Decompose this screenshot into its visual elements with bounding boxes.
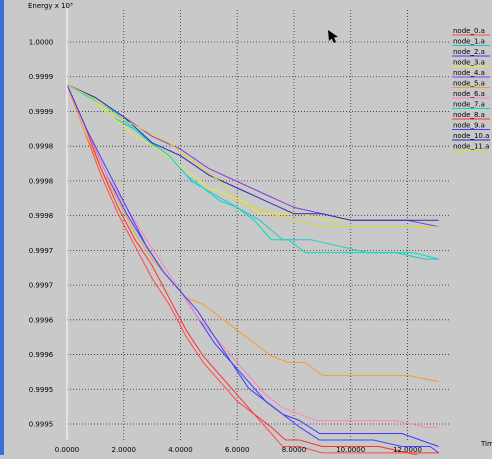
series-line-node-11-a <box>66 84 439 228</box>
legend-label: node_0.a <box>453 27 485 35</box>
x-tick-label: 10.0000 <box>336 446 365 454</box>
y-tick-label: 0.9997 <box>29 282 54 290</box>
legend: node_0.a node_1.a node_2.a node_3.a node_4.a… <box>452 27 490 151</box>
y-axis-label: Energy x 10³ <box>28 2 73 10</box>
y-tick-label: 0.9996 <box>29 316 54 324</box>
grid-lines <box>66 10 450 440</box>
series-line-node-5-a <box>66 84 439 383</box>
x-tick-label: 0.0000 <box>55 446 80 454</box>
legend-label: node_2.a <box>453 48 485 56</box>
legend-label: node_1.a <box>453 38 485 46</box>
legend-label: node_3.a <box>453 59 485 67</box>
series-line-node-7-a <box>66 84 439 260</box>
y-tick-label: 0.9995 <box>29 421 54 429</box>
legend-label: node_9.a <box>453 122 485 130</box>
y-tick-label: 0.9995 <box>29 386 54 394</box>
series-line-node-8-a <box>66 84 439 454</box>
legend-label: node_7.a <box>453 101 485 109</box>
legend-label: node_4.a <box>453 69 485 77</box>
x-tick-label: 6.0000 <box>225 446 250 454</box>
legend-label: node_6.a <box>453 90 485 98</box>
y-tick-label: 0.9998 <box>29 143 54 151</box>
x-tick-label: 12.0000 <box>393 446 422 454</box>
y-tick-label: 0.9998 <box>29 177 54 185</box>
legend-label: node_10.a <box>453 132 489 140</box>
x-tick-label: 2.0000 <box>111 446 136 454</box>
legend-label: node_5.a <box>453 80 485 88</box>
axes: 0.0000 2.0000 4.0000 6.0000 8.0000 10.0000 12.… <box>29 8 422 454</box>
y-tick-label: 0.9999 <box>29 108 54 116</box>
y-tick-label: 0.9998 <box>29 212 54 220</box>
series-line-node-9-a <box>66 84 439 454</box>
x-tick-label: 8.0000 <box>282 446 307 454</box>
x-tick-label: 4.0000 <box>168 446 193 454</box>
y-tick-label: 0.9996 <box>29 351 54 359</box>
series-line-node-10-a <box>66 84 439 221</box>
y-tick-label: 0.9999 <box>29 73 54 81</box>
legend-label: node_11.a <box>453 143 489 151</box>
series-line-node-0-a <box>66 84 439 459</box>
chart-background <box>4 0 492 455</box>
y-tick-label: 1.0000 <box>29 39 54 47</box>
y-tick-label: 0.9997 <box>29 247 54 255</box>
series-lines <box>66 84 439 459</box>
x-axis-label: Tim <box>480 440 492 448</box>
cursor-arrow-icon <box>328 30 338 43</box>
window-edge <box>0 0 4 455</box>
legend-label: node_8.a <box>453 111 485 119</box>
